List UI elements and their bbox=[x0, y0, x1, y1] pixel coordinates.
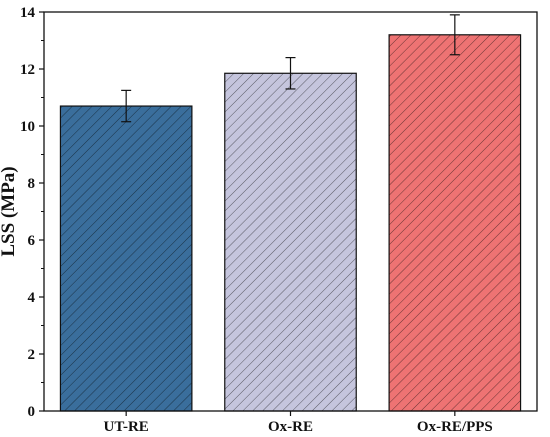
error-bar bbox=[449, 14, 460, 56]
x-tick-label: Ox-RE bbox=[268, 419, 313, 435]
bar-ox-re bbox=[224, 72, 357, 412]
y-tick-label: 2 bbox=[28, 347, 36, 363]
y-axis-title: LSS (MPa) bbox=[0, 166, 19, 256]
bar-ut-re bbox=[59, 105, 193, 412]
error-bars-layer bbox=[121, 14, 460, 123]
y-tick-label: 6 bbox=[28, 233, 36, 249]
error-bar bbox=[121, 89, 132, 123]
x-tick-label: Ox-RE/PPS bbox=[417, 419, 493, 435]
y-tick-label: 12 bbox=[20, 62, 35, 78]
error-bar bbox=[285, 56, 296, 90]
y-tick-label: 8 bbox=[28, 176, 36, 192]
x-tick-label: UT-RE bbox=[104, 419, 149, 435]
y-axis-ticks: 0 2 4 6 8 10 12 14 bbox=[20, 5, 44, 420]
y-tick-label: 4 bbox=[28, 290, 36, 306]
bar-ox-re-pps bbox=[388, 34, 522, 412]
bars-layer bbox=[59, 34, 522, 412]
y-tick-label: 0 bbox=[28, 404, 36, 420]
y-tick-label: 14 bbox=[20, 5, 36, 21]
y-tick-label: 10 bbox=[20, 119, 35, 135]
x-axis-ticks: UT-RE Ox-RE Ox-RE/PPS bbox=[104, 411, 493, 435]
